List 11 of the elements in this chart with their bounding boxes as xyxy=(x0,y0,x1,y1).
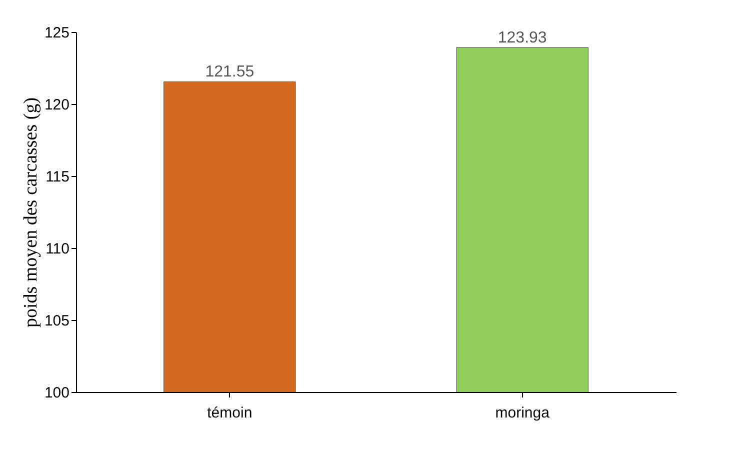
x-tick-label: moringa xyxy=(495,404,550,422)
data-label: 123.93 xyxy=(498,29,547,46)
x-tick-label: témoin xyxy=(207,404,252,422)
y-tick-label: 125 xyxy=(44,24,70,42)
y-tick-label: 120 xyxy=(44,96,70,114)
y-tick-label: 115 xyxy=(46,168,70,186)
y-tick-label: 100 xyxy=(44,384,70,402)
y-tick-label: 110 xyxy=(46,240,70,258)
data-label: 121.55 xyxy=(205,64,254,81)
y-axis-title: poids moyen des carcasses (g) xyxy=(20,97,42,328)
y-tick-label: 105 xyxy=(44,312,70,330)
